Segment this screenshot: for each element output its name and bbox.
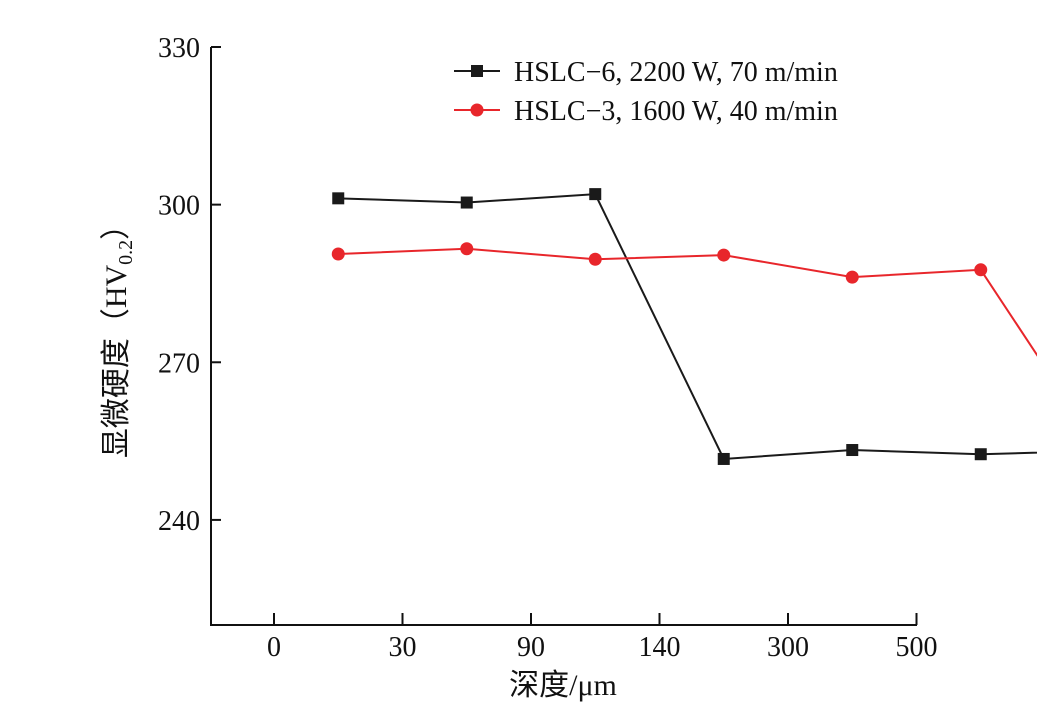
x-tick-label: 500	[896, 632, 938, 663]
y-axis-ticks: 240 270 300 330	[158, 33, 221, 537]
data-point	[588, 252, 602, 266]
data-point	[331, 247, 345, 261]
x-axis-ticks: 0 30 90 140 300 500	[267, 613, 938, 663]
legend-label-1: HSLC−6, 2200 W, 70 m/min	[514, 57, 838, 88]
legend-marker-2	[470, 103, 484, 117]
data-point	[845, 270, 859, 284]
y-axis-title-main: 显微硬度（HV	[100, 265, 133, 459]
legend-label-2: HSLC−3, 1600 W, 40 m/min	[514, 96, 838, 127]
data-point	[974, 263, 988, 277]
data-point	[717, 452, 730, 465]
x-tick-label: 90	[517, 632, 545, 663]
series-2-line	[338, 247, 1037, 357]
data-point	[846, 444, 859, 457]
series-2	[331, 242, 1037, 357]
legend-item-2: HSLC−3, 1600 W, 40 m/min	[454, 96, 838, 127]
data-point	[460, 196, 473, 209]
data-point	[460, 242, 474, 256]
data-point	[332, 192, 345, 205]
legend: HSLC−6, 2200 W, 70 m/min HSLC−3, 1600 W,…	[454, 57, 838, 127]
series-1	[332, 188, 1037, 465]
y-tick-label: 240	[158, 506, 200, 537]
legend-item-1: HSLC−6, 2200 W, 70 m/min	[454, 57, 838, 88]
plot-area	[331, 188, 1037, 465]
data-point	[589, 188, 602, 201]
x-axis: 0 30 90 140 300 500	[210, 613, 938, 663]
x-tick-label: 300	[767, 632, 809, 663]
data-point	[974, 448, 987, 461]
x-tick-label: 140	[639, 632, 681, 663]
x-axis-title: 深度/μm	[509, 669, 617, 702]
x-tick-label: 0	[267, 632, 281, 663]
y-axis-title-close: ）	[100, 210, 133, 240]
y-tick-label: 300	[158, 191, 200, 222]
y-axis: 240 270 300 330	[158, 33, 221, 625]
y-tick-label: 330	[158, 33, 200, 64]
series-1-line	[338, 193, 1037, 461]
data-point	[717, 248, 731, 262]
y-axis-title: 显微硬度（HV0.2）	[100, 210, 137, 458]
legend-marker-1	[471, 65, 483, 77]
y-tick-label: 270	[158, 348, 200, 379]
x-tick-label: 30	[389, 632, 417, 663]
y-axis-title-subscript: 0.2	[115, 240, 137, 265]
